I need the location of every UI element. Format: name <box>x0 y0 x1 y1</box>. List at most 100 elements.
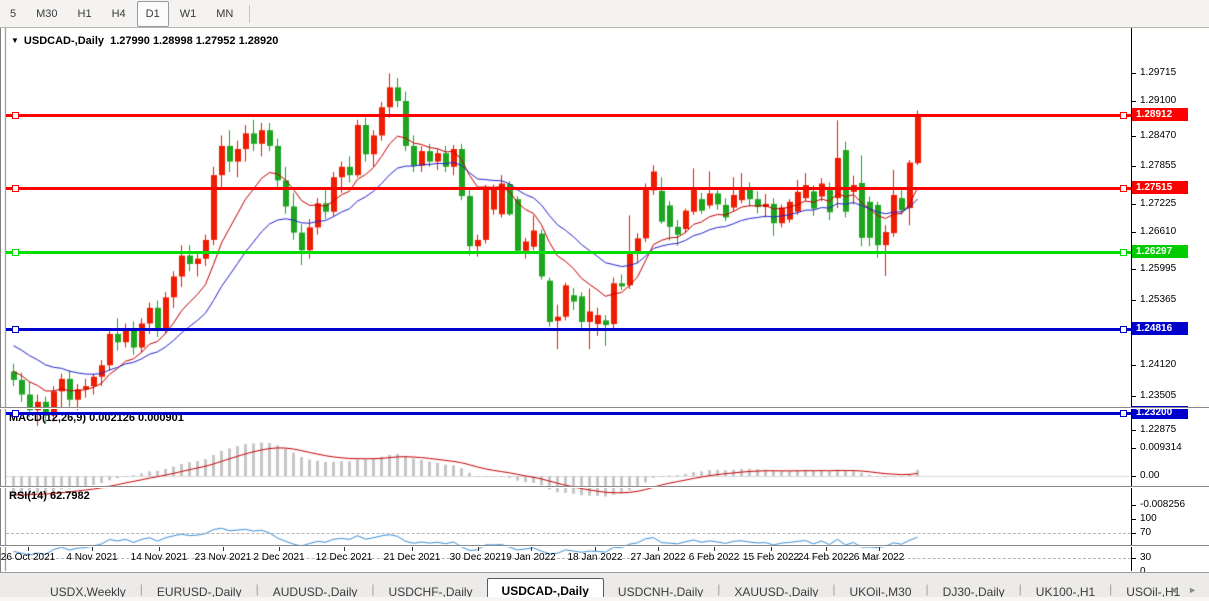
chart-tab-ukoil-m30[interactable]: UKOil-,M30 <box>849 584 912 599</box>
chart-dropdown-icon: ▼ <box>11 36 19 45</box>
toolbar-separator <box>249 4 251 23</box>
horizontal-line-support-green[interactable] <box>6 251 1131 254</box>
timeframe-button-5[interactable]: 5 <box>10 7 17 20</box>
chart-tab-usdx-weekly[interactable]: USDX,Weekly <box>50 584 126 599</box>
line-handle-left-support-blue-2[interactable] <box>12 410 19 417</box>
date-axis-tick <box>279 547 280 551</box>
horizontal-line-support-blue-1[interactable] <box>6 328 1131 331</box>
date-axis-label: 6 Mar 2022 <box>853 552 905 563</box>
price-axis-tick <box>1132 101 1136 102</box>
price-level-badge: 1.24816 <box>1132 322 1188 335</box>
date-axis-tick <box>92 547 93 551</box>
tab-separator: | <box>925 581 929 596</box>
date-axis-tick <box>771 547 772 551</box>
price-axis-label: 1.25995 <box>1140 263 1177 274</box>
price-axis-tick <box>1132 430 1136 431</box>
date-axis-label: 23 Nov 2021 <box>194 552 252 563</box>
price-level-badge: 1.26297 <box>1132 245 1188 258</box>
date-axis-tick <box>159 547 160 551</box>
tab-separator: | <box>255 581 259 596</box>
chart-tab-usdcnh-daily[interactable]: USDCNH-,Daily <box>617 584 704 599</box>
timeframe-button-mn[interactable]: MN <box>216 7 234 20</box>
price-axis-label: 1.26610 <box>1140 226 1177 237</box>
timeframe-button-h4[interactable]: H4 <box>111 7 126 20</box>
horizontal-line-support-blue-2[interactable] <box>6 412 1131 415</box>
horizontal-line-resistance-1[interactable] <box>6 114 1131 117</box>
macd-axis-tick <box>1132 448 1136 449</box>
line-handle-left-resistance-2[interactable] <box>12 185 19 192</box>
timeframe-button-w1[interactable]: W1 <box>179 7 197 20</box>
rsi-dashed-level <box>6 558 1131 559</box>
macd-indicator-label: MACD(12,26,9) 0.002126 0.000901 <box>9 412 184 424</box>
line-handle-right-support-blue-1[interactable] <box>1120 326 1127 333</box>
line-handle-right-support-blue-2[interactable] <box>1120 410 1127 417</box>
date-axis-splitter <box>0 545 1209 547</box>
price-axis-border <box>1131 28 1132 571</box>
line-handle-right-support-green[interactable] <box>1120 249 1127 256</box>
price-axis-tick <box>1132 232 1136 233</box>
price-axis-tick <box>1132 136 1136 137</box>
date-axis-label: 30 Dec 2021 <box>449 552 507 563</box>
price-axis-tick <box>1132 365 1136 366</box>
chart-tab-usoil-h1[interactable]: USOil-,H1 <box>1126 584 1181 599</box>
chart-tab-dj30-daily[interactable]: DJ30-,Daily <box>942 584 1005 599</box>
timeframe-button-h1[interactable]: H1 <box>77 7 92 20</box>
macd-axis-label: 0.00 <box>1140 470 1160 481</box>
date-axis-label: 14 Nov 2021 <box>130 552 188 563</box>
rsi-axis-label: 0 <box>1140 566 1146 577</box>
line-handle-left-support-green[interactable] <box>12 249 19 256</box>
price-axis-tick <box>1132 204 1136 205</box>
rsi-panel-splitter[interactable] <box>0 486 1209 488</box>
chart-tab-eurusd-daily[interactable]: EURUSD-,Daily <box>156 584 242 599</box>
price-axis-label: 1.24120 <box>1140 359 1177 370</box>
chart-ohlc-values: 1.27990 1.28998 1.27952 1.28920 <box>110 35 279 47</box>
tab-scroll-arrows[interactable]: ◄ ► <box>1168 585 1201 595</box>
tab-bar-footer <box>0 597 1209 601</box>
date-axis-label: 12 Dec 2021 <box>315 552 373 563</box>
price-chart-canvas[interactable] <box>1 28 1209 572</box>
tab-separator: | <box>832 581 836 596</box>
line-handle-right-resistance-2[interactable] <box>1120 185 1127 192</box>
price-axis-label: 1.27855 <box>1140 160 1177 171</box>
price-level-badge: 1.23200 <box>1132 406 1188 419</box>
timeframe-button-d1[interactable]: D1 <box>136 0 169 27</box>
date-axis-tick <box>28 547 29 551</box>
line-handle-left-resistance-1[interactable] <box>12 112 19 119</box>
date-axis-label: 15 Feb 2022 <box>742 552 800 563</box>
price-axis-label: 1.25365 <box>1140 294 1177 305</box>
chart-tab-usdchf-daily[interactable]: USDCHF-,Daily <box>388 584 473 599</box>
chart-tab-uk100-h1[interactable]: UK100-,H1 <box>1035 584 1096 599</box>
date-axis-label: 24 Feb 2022 <box>797 552 855 563</box>
chart-tab-xauusd-daily[interactable]: XAUUSD-,Daily <box>734 584 819 599</box>
timeframe-toolbar: 5 M30 H1 H4 D1 W1 MN <box>0 0 1209 28</box>
date-axis-tick <box>531 547 532 551</box>
timeframe-button-m30[interactable]: M30 <box>36 7 58 20</box>
chart-tab-usdcad-daily[interactable]: USDCAD-,Daily <box>486 578 604 601</box>
date-axis-label: 4 Nov 2021 <box>66 552 118 563</box>
date-axis-tick <box>714 547 715 551</box>
chart-symbol-label: USDCAD-,Daily <box>23 35 104 47</box>
macd-panel-splitter[interactable] <box>0 407 1209 409</box>
line-handle-right-resistance-1[interactable] <box>1120 112 1127 119</box>
date-axis-tick <box>879 547 880 551</box>
price-axis-tick <box>1132 300 1136 301</box>
chart-tab-audusd-daily[interactable]: AUDUSD-,Daily <box>272 584 358 599</box>
macd-axis-tick <box>1132 476 1136 477</box>
date-axis-label: 6 Feb 2022 <box>688 552 740 563</box>
price-axis-label: 1.23505 <box>1140 390 1177 401</box>
date-axis-label: 26 Oct 2021 <box>0 552 56 563</box>
price-axis-label: 1.27225 <box>1140 198 1177 209</box>
symbol-tab-bar: USDX,Weekly | EURUSD-,Daily | AUDUSD-,Daily |… <box>0 572 1209 601</box>
date-axis-tick <box>826 547 827 551</box>
price-axis-label: 1.22875 <box>1140 424 1177 435</box>
price-axis-label: 1.29715 <box>1140 67 1177 78</box>
date-axis-tick <box>412 547 413 551</box>
tab-separator: | <box>371 581 375 596</box>
rsi-axis-tick <box>1132 558 1136 559</box>
line-handle-left-support-blue-1[interactable] <box>12 326 19 333</box>
tab-separator: | <box>717 581 721 596</box>
date-axis-tick <box>344 547 345 551</box>
horizontal-line-resistance-2[interactable] <box>6 187 1131 190</box>
date-axis-label: 18 Jan 2022 <box>567 552 623 563</box>
